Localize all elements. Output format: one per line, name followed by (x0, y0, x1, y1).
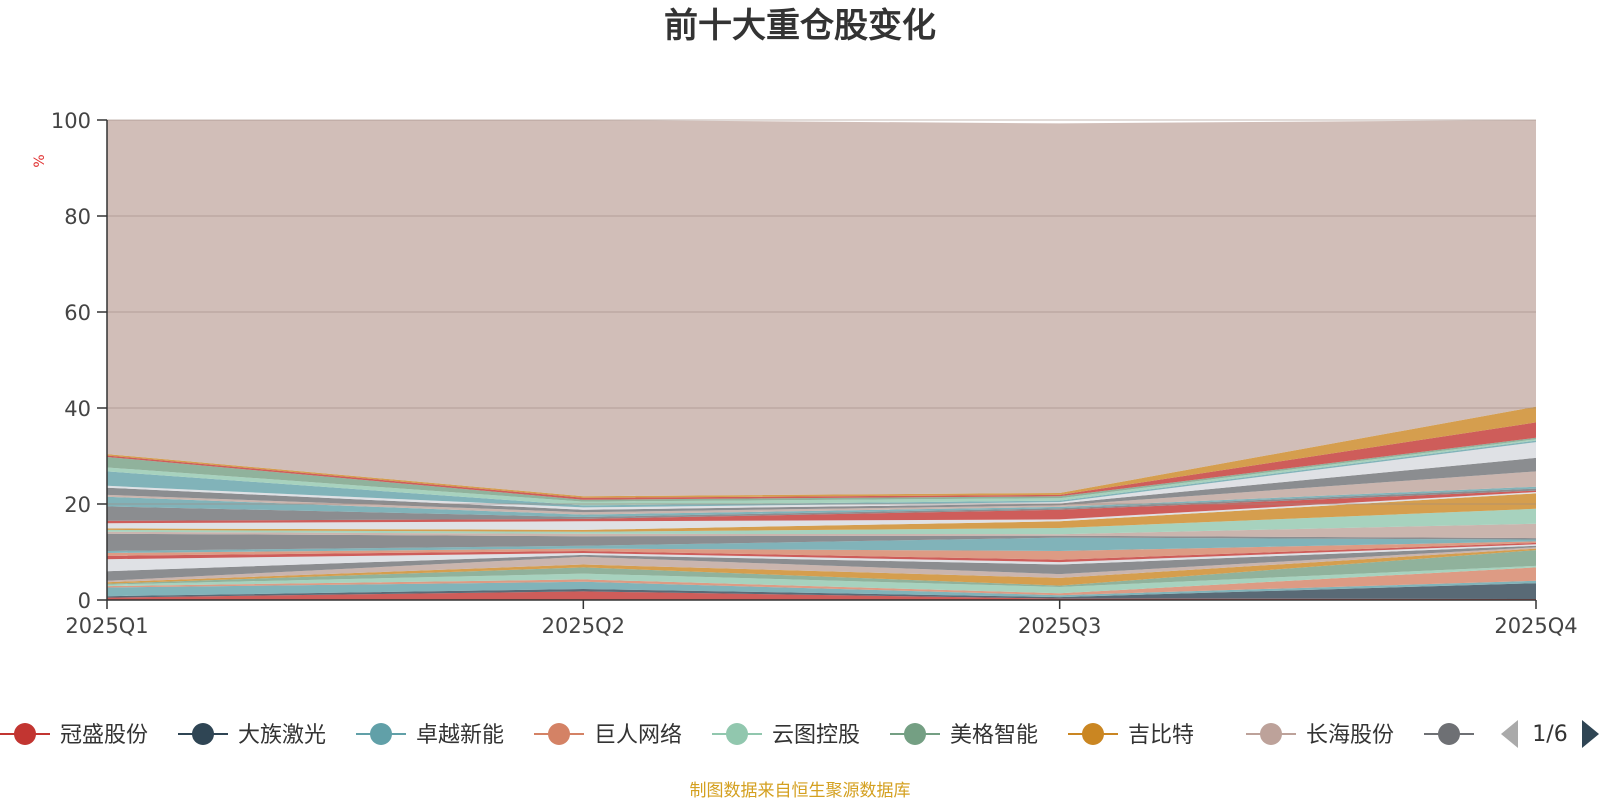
area-series-21 (107, 486, 1536, 517)
legend-item[interactable]: 云铝股份 (1424, 723, 1572, 748)
area-series-12 (107, 541, 1536, 560)
area-series-28 (107, 422, 1536, 500)
area-series-30 (107, 120, 1536, 497)
x-tick-label: 2025Q1 (65, 614, 148, 638)
area-series-29 (107, 406, 1536, 498)
axes (106, 120, 1536, 601)
y-axis-unit: % (32, 154, 48, 167)
y-tick-label: 80 (64, 205, 91, 229)
x-tick-label: 2025Q4 (1494, 614, 1577, 638)
legend-marker-icon (1438, 723, 1460, 745)
source-note: 制图数据来自恒生聚源数据库 (690, 781, 911, 800)
area-series-2 (107, 583, 1536, 599)
legend-label: 大族激光 (238, 723, 326, 748)
x-axis-ticks: 2025Q1 2025Q2 2025Q3 2025Q4 (65, 600, 1578, 638)
area-series-4 (107, 567, 1536, 596)
legend-pager: 1/6 (1501, 720, 1599, 748)
area-series-8 (107, 547, 1536, 583)
legend-next-arrow-icon[interactable] (1582, 720, 1599, 748)
legend-item[interactable]: 冠盛股份 (0, 723, 148, 748)
x-tick-label: 2025Q3 (1018, 614, 1101, 638)
legend: 冠盛股份 大族激光 卓越新能 巨人网络 云图控股 美格智能 吉比特 长海股份 云铝股份 (0, 723, 1572, 748)
legend-prev-arrow-icon[interactable] (1501, 720, 1518, 748)
legend-item[interactable]: 巨人网络 (534, 723, 682, 748)
legend-label: 吉比特 (1128, 723, 1194, 748)
legend-item[interactable]: 云图控股 (712, 723, 860, 748)
area-series-11 (107, 542, 1536, 563)
legend-marker-icon (14, 723, 36, 745)
chart-title: 前十大重仓股变化 (664, 6, 936, 46)
legend-label: 卓越新能 (416, 723, 504, 748)
area-series-1 (107, 591, 1536, 600)
legend-marker-icon (904, 723, 926, 745)
area-series-19 (107, 490, 1536, 524)
legend-label: 长海股份 (1306, 723, 1394, 748)
area-series-22 (107, 471, 1536, 515)
y-tick-label: 40 (64, 397, 91, 421)
legend-marker-icon (192, 723, 214, 745)
area-series-13 (107, 537, 1536, 553)
legend-item[interactable]: 大族激光 (178, 723, 326, 748)
area-series-16 (107, 508, 1536, 535)
legend-marker-icon (548, 723, 570, 745)
legend-item[interactable]: 美格智能 (890, 723, 1038, 748)
area-series-18 (107, 492, 1536, 530)
legend-item[interactable]: 吉比特 (1068, 723, 1194, 748)
area-series-5 (107, 565, 1536, 594)
area-series-17 (107, 493, 1536, 532)
area-series-9 (107, 545, 1536, 581)
area-series-20 (107, 488, 1536, 521)
legend-item[interactable]: 卓越新能 (356, 723, 504, 748)
legend-label: 美格智能 (950, 723, 1038, 748)
y-tick-label: 60 (64, 301, 91, 325)
area-series-7 (107, 548, 1536, 586)
y-tick-label: 0 (78, 589, 91, 613)
legend-marker-icon (1082, 723, 1104, 745)
grid-lines (107, 119, 1536, 505)
area-series-6 (107, 550, 1536, 587)
legend-page-indicator: 1/6 (1532, 722, 1567, 747)
legend-marker-icon (1260, 723, 1282, 745)
plot-area (107, 120, 1536, 600)
area-series-15 (107, 523, 1536, 539)
legend-marker-icon (370, 723, 392, 745)
x-tick-label: 2025Q2 (542, 614, 625, 638)
area-series-3 (107, 580, 1536, 598)
area-series-10 (107, 544, 1536, 572)
legend-label: 冠盛股份 (60, 723, 148, 748)
legend-item[interactable]: 长海股份 (1246, 723, 1394, 748)
y-tick-label: 100 (51, 109, 91, 133)
legend-label: 巨人网络 (594, 723, 682, 748)
legend-label: 云图控股 (772, 723, 860, 748)
legend-marker-icon (726, 723, 748, 745)
y-axis-ticks: 0 20 40 60 80 100 (51, 109, 107, 613)
area-series-14 (107, 533, 1536, 551)
y-tick-label: 20 (64, 493, 91, 517)
